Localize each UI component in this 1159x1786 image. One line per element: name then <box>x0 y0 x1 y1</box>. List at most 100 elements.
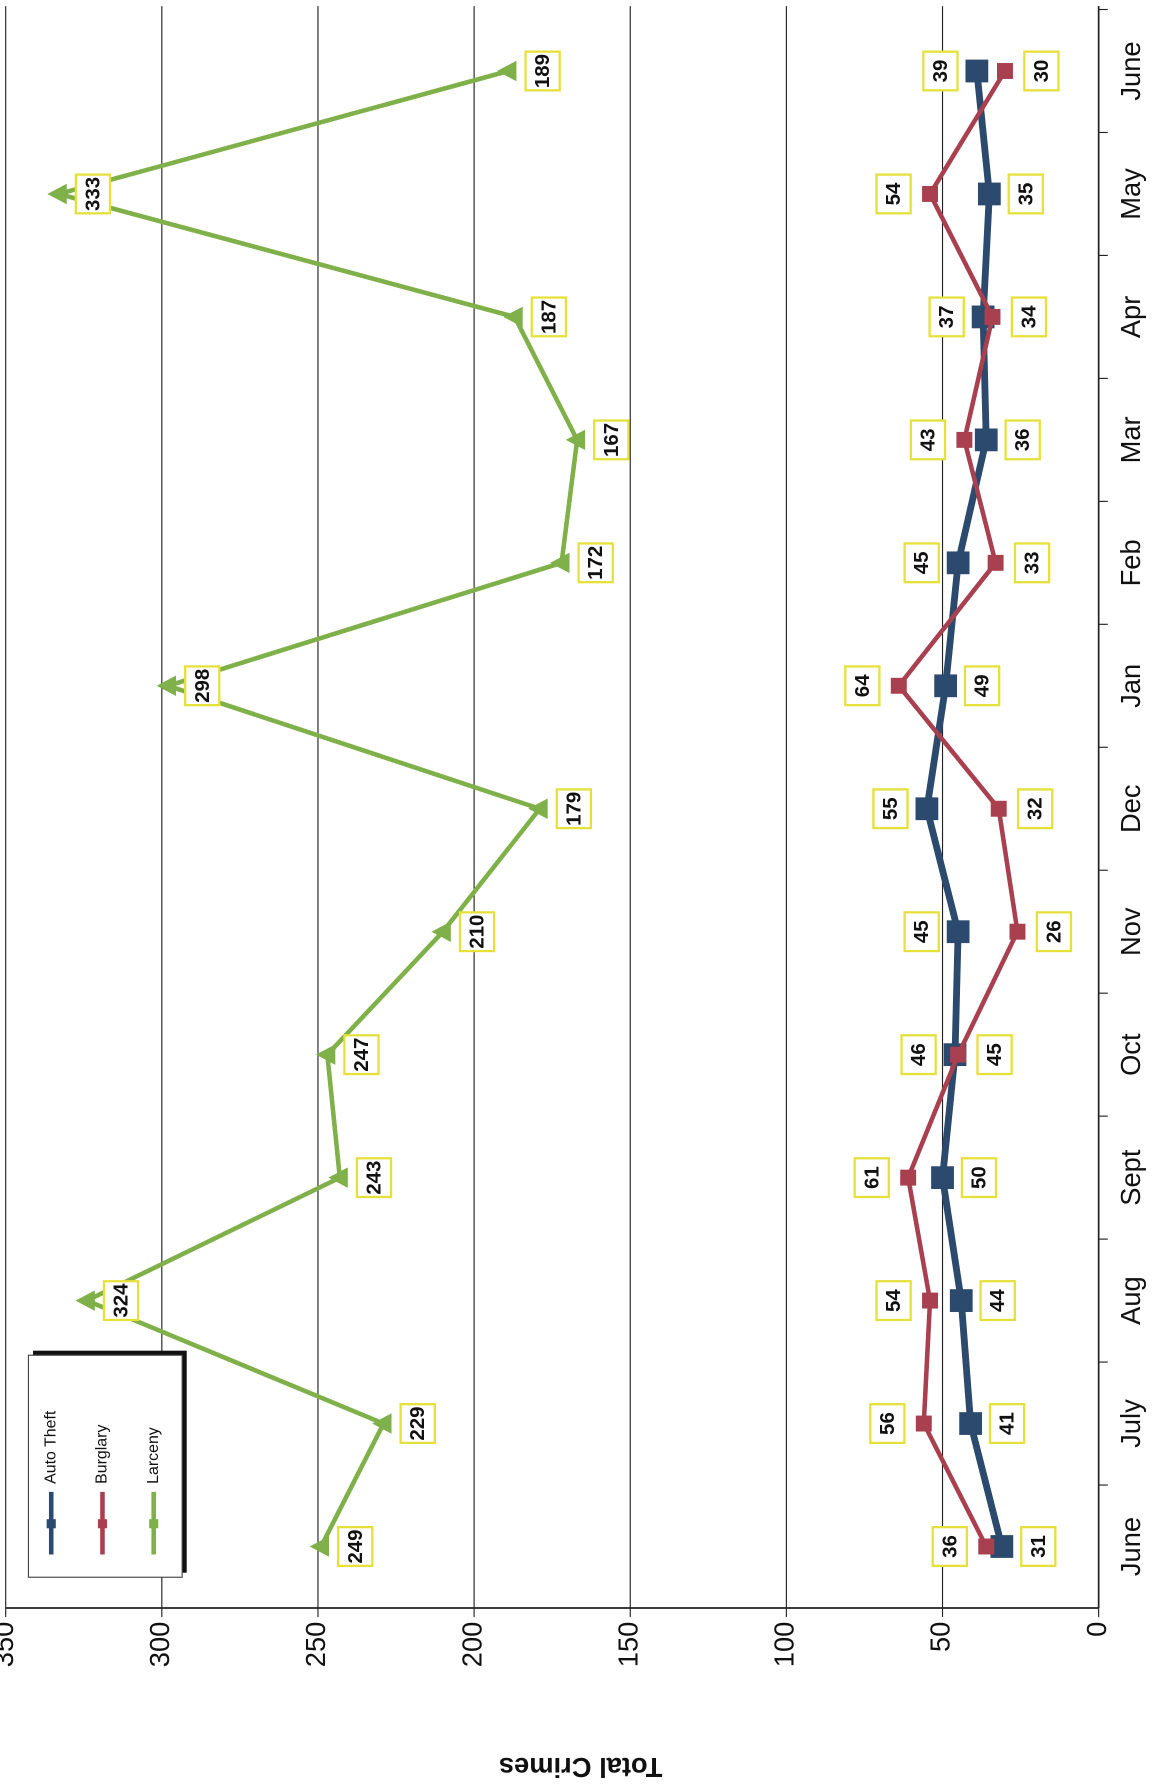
data-label-box <box>931 1526 969 1567</box>
x-tick-label: June <box>1115 41 1146 100</box>
data-label-box <box>1010 296 1048 338</box>
data-label-text: 41 <box>996 1412 1019 1435</box>
marker <box>959 1412 983 1435</box>
y-tick-label: 350 <box>0 1622 19 1668</box>
x-tick-label: May <box>1115 168 1146 220</box>
data-label-box <box>903 911 940 953</box>
data-label: 39 <box>922 50 959 92</box>
data-label-text: 54 <box>882 1289 905 1312</box>
data-label: 55 <box>872 788 909 830</box>
legend-marker <box>97 1519 108 1529</box>
data-label-box <box>928 296 965 338</box>
data-label-box <box>74 173 112 215</box>
marker <box>372 1413 392 1434</box>
data-label-text: 30 <box>1030 60 1053 83</box>
data-label-box <box>1016 788 1054 830</box>
y-axis-label: Total Crimes <box>499 1752 662 1783</box>
data-label: 32 <box>1016 788 1054 830</box>
x-tick-label: Feb <box>1115 539 1146 586</box>
data-label-text: 324 <box>110 1283 133 1318</box>
data-label-text: 247 <box>350 1038 373 1072</box>
data-label-box <box>909 419 947 461</box>
marker <box>974 428 998 452</box>
data-label: 189 <box>524 50 561 92</box>
legend-label: Burglary <box>94 1425 111 1484</box>
marker <box>990 800 1007 817</box>
data-label-text: 43 <box>916 428 939 451</box>
marker <box>75 1290 95 1311</box>
data-label: 243 <box>355 1157 393 1199</box>
legend-marker <box>149 1519 159 1529</box>
data-label: 64 <box>844 665 881 707</box>
data-label-text: 187 <box>537 300 560 334</box>
data-label-text: 61 <box>860 1166 883 1189</box>
marker <box>565 429 586 451</box>
data-label: 49 <box>963 665 1001 707</box>
marker <box>503 306 523 328</box>
data-label-text: 44 <box>986 1289 1009 1312</box>
marker <box>890 677 907 694</box>
x-tick-label: Jan <box>1115 664 1146 708</box>
marker <box>949 1289 973 1312</box>
marker <box>950 1046 967 1063</box>
data-label: 46 <box>900 1034 937 1076</box>
marker <box>956 431 973 448</box>
data-label-box <box>399 1403 436 1445</box>
x-tick-label: Nov <box>1115 907 1146 956</box>
data-label-text: 45 <box>910 920 933 943</box>
data-label: 34 <box>1010 296 1048 338</box>
data-label-box <box>963 665 1001 707</box>
data-label: 31 <box>1020 1526 1057 1567</box>
data-label-text: 31 <box>1027 1535 1050 1558</box>
data-label-text: 37 <box>935 306 958 329</box>
data-label: 333 <box>74 173 112 215</box>
data-label-text: 229 <box>406 1406 429 1440</box>
y-tick-label: 100 <box>769 1622 800 1668</box>
rotated-chart: Total Crimes 0 50 100 150 200 250 300 350 June Ju… <box>0 6 1146 1783</box>
data-label-box <box>903 542 940 584</box>
legend-label: Auto Theft <box>42 1410 59 1484</box>
data-label-box <box>976 1034 1013 1076</box>
data-label: 33 <box>1013 542 1051 584</box>
data-label-box <box>922 50 959 92</box>
data-label-text: 34 <box>1017 305 1040 328</box>
data-label-box <box>875 173 912 215</box>
data-label-box <box>458 911 496 953</box>
data-label: 35 <box>1007 173 1045 215</box>
y-tick-label: 250 <box>300 1622 331 1668</box>
data-label-text: 49 <box>971 674 994 697</box>
data-label: 229 <box>399 1403 436 1445</box>
marker <box>550 552 570 574</box>
marker <box>915 797 939 821</box>
x-tick-label: Apr <box>1115 296 1146 339</box>
data-label-box <box>1004 419 1041 461</box>
data-label: 247 <box>343 1034 380 1076</box>
marker <box>934 674 958 698</box>
data-label-text: 36 <box>1011 428 1034 451</box>
data-label-text: 33 <box>1021 551 1044 574</box>
data-label: 210 <box>458 911 496 953</box>
data-label: 41 <box>988 1403 1026 1445</box>
marker <box>990 1535 1014 1558</box>
data-label-text: 35 <box>1014 183 1037 206</box>
x-tick-label: Sept <box>1115 1149 1146 1206</box>
data-label: 50 <box>960 1157 998 1199</box>
data-label: 167 <box>593 419 630 461</box>
data-label-text: 189 <box>531 54 554 88</box>
data-label: 26 <box>1035 911 1073 953</box>
y-tick-label: 0 <box>1081 1622 1112 1637</box>
marker <box>1009 923 1026 940</box>
marker <box>977 182 1001 206</box>
data-label: 44 <box>979 1280 1016 1322</box>
marker <box>997 63 1013 79</box>
data-label-box <box>1013 542 1051 584</box>
x-tick-label: June <box>1115 1517 1146 1576</box>
data-label-text: 45 <box>910 551 933 574</box>
data-label: 45 <box>903 542 940 584</box>
marker <box>528 798 548 819</box>
data-label-text: 298 <box>191 669 214 703</box>
data-label-box <box>593 419 630 461</box>
data-label-box <box>1020 1526 1057 1567</box>
data-label-box <box>555 788 593 830</box>
